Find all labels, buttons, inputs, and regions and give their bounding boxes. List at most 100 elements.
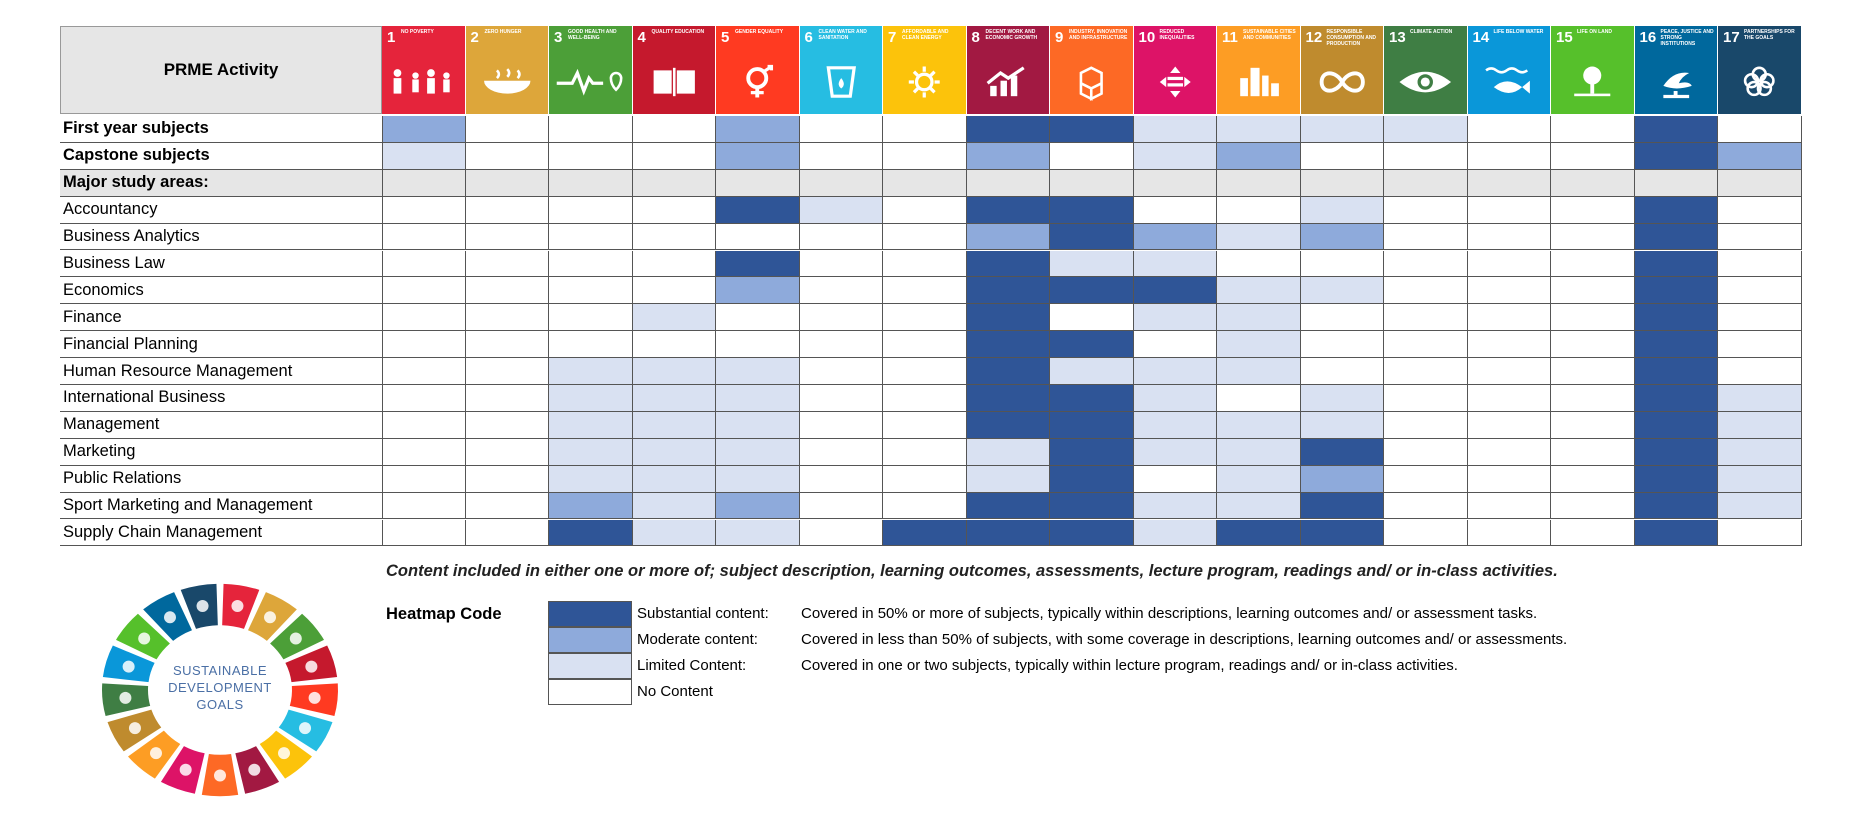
heatmap-cell [1384,385,1468,412]
wheel-segment-icon [299,722,312,735]
heatmap-cell [1551,196,1635,224]
heatmap-cell [1634,169,1718,197]
heatmap-cell [799,331,883,359]
heatmap-cell [1551,223,1635,251]
heatmap-cell [1718,385,1802,412]
heatmap-cell [1551,385,1635,412]
wheel-segment-icon [128,722,141,735]
heatmap-cell [799,519,883,547]
sdg-name: Zero Hunger [484,29,522,35]
heatmap-cell [382,277,466,305]
sdg-name: Peace, Justice and Strong Institutions [1660,29,1714,47]
heatmap-cell [549,142,633,170]
heatmap-cell [1300,223,1384,251]
heatmap-cell [966,385,1050,412]
heatmap-cell [1133,438,1217,466]
sdg-8-header: 8 Decent Work and Economic Growth [966,26,1049,114]
heatmap-cell [1300,116,1384,143]
heatmap-cell [883,411,967,439]
heatmap-caption: Content included in either one or more o… [386,562,1558,580]
heatmap-cell [382,250,466,278]
heatmap-cell [883,385,967,412]
heatmap-cell [1718,465,1802,493]
heatmap-cell [1467,250,1551,278]
heatmap-cell [716,142,800,170]
row-label: Marketing [60,439,382,466]
wheel-segment-icon [214,769,226,782]
heatmap-cell [799,277,883,305]
heatmap-cell [1384,116,1468,143]
heatmap-cell [1217,331,1301,359]
heatmap-cell [1551,169,1635,197]
sdg-5-header: 5 Gender Equality [716,26,799,114]
heatmap-cell [1050,331,1134,359]
sdg-name: Life on Land [1577,29,1612,35]
legend-title: Heatmap Code [386,605,502,623]
heatmap-cell [966,142,1050,170]
sdg-number: 17 [1723,29,1740,46]
heatmap-cell [549,385,633,412]
legend-label: No Content [637,683,713,700]
sdg-10-header: 10 Reduced Inequalities [1133,26,1216,114]
legend-swatch [548,601,632,627]
heatmap-cell [883,142,967,170]
legend-label: Moderate content: [637,631,758,648]
heatmap-cell [549,196,633,224]
heatmap-cell [382,465,466,493]
heatmap-cell [1217,358,1301,385]
heatmap-cell [382,385,466,412]
heatmap-cell [1718,438,1802,466]
wheel-segment-icon [305,660,318,673]
wheel-segment-icon [163,611,176,624]
heatmap-cell [382,411,466,439]
heatmap-cell [1133,169,1217,197]
heatmap-cell [549,465,633,493]
heatmap-cell [1300,438,1384,466]
sdg-name: Industry, Innovation and Infrastructure [1069,29,1128,41]
sdg-number: 16 [1639,29,1657,46]
heatmap-cell [1217,304,1301,332]
heatmap-cell [632,169,716,197]
wheel-text-line1: SUSTAINABLE [172,663,268,678]
heatmap-cell [1467,492,1551,520]
heatmap-cell [1718,196,1802,224]
heatmap-cell [1050,358,1134,385]
wheel-segment-icon [179,763,192,776]
sdg-name: Quality Education [651,29,705,35]
row-label: Capstone subjects [60,143,382,170]
sdg-name: Life Below Water [1493,29,1544,35]
heatmap-cell [1300,304,1384,332]
heatmap-cell [1217,196,1301,224]
heatmap-cell [382,304,466,332]
heatmap-cell [799,304,883,332]
heatmap-cell [716,223,800,251]
heatmap-cell [799,169,883,197]
wheel-segment-icon [264,611,277,624]
heatmap-cell [1217,116,1301,143]
sdg-2-header: 2 Zero Hunger [465,26,549,114]
infinity-icon [1301,56,1384,108]
bowl-icon [466,56,549,108]
gender-icon [716,56,799,108]
heatmap-cell [1718,169,1802,197]
sdg-number: 8 [971,29,980,46]
heatmap-cell [799,250,883,278]
heatmap-cell [1718,304,1802,332]
wheel-segment-icon [149,747,162,760]
heatmap-cell [465,142,549,170]
heatmap-cell [1467,304,1551,332]
sdg-name: Clean Water and Sanitation [818,29,867,41]
row-label: Economics [60,277,382,305]
heatmap-cell [1300,519,1384,547]
heatmap-cell [632,411,716,439]
heatmap-cell [1133,142,1217,170]
row-label: International Business [60,385,382,412]
heatmap-cell [1634,223,1718,251]
water-glass-icon [800,56,883,108]
heatmap-cell [1551,492,1635,520]
heatmap-cell [382,116,466,143]
heatmap-cell [465,438,549,466]
heatmap-cell [632,385,716,412]
heatmap-cell [1551,277,1635,305]
heatmap-cell [1384,196,1468,224]
